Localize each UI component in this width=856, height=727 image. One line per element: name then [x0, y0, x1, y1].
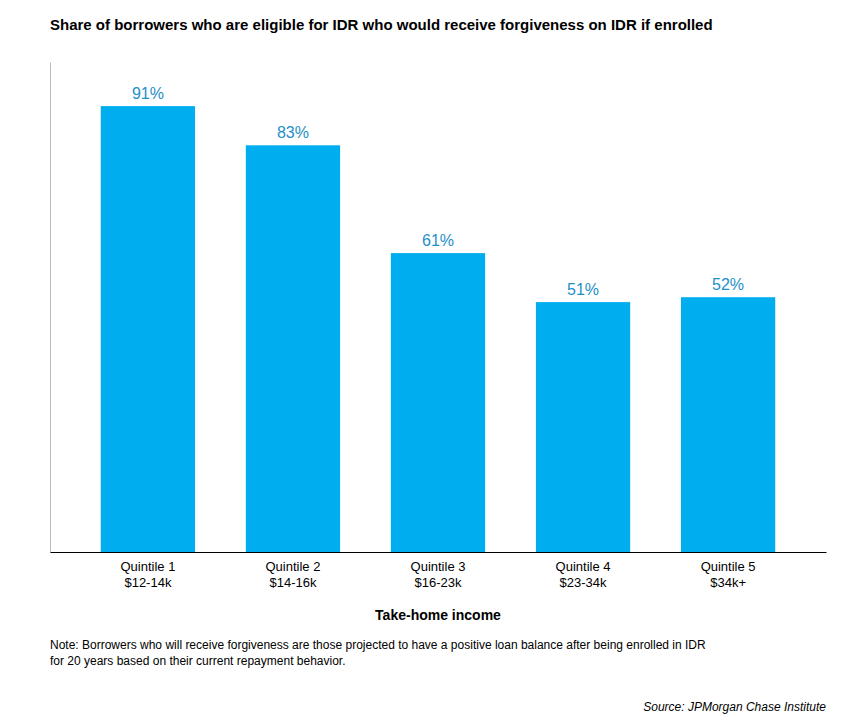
x-tick-label: Quintile 4$23-34k [556, 559, 611, 590]
x-axis: Quintile 1$12-14k Quintile 2$14-16k Quinti… [51, 553, 827, 590]
data-label: 83% [277, 124, 309, 141]
x-tick-label: Quintile 1$12-14k [120, 559, 175, 590]
bar [536, 302, 630, 552]
source: Source: JPMorgan Chase Institute [643, 700, 826, 714]
chart: Share of borrowers who are eligible for … [0, 0, 856, 727]
note: Note: Borrowers who will receive forgive… [50, 638, 706, 668]
x-axis-line [51, 552, 827, 553]
x-tick-label: Quintile 3$16-23k [411, 559, 466, 590]
x-tick: Quintile 3$16-23k [411, 559, 466, 590]
data-labels: 91% 83% 61% 51% 52% [132, 85, 744, 298]
x-axis-title: Take-home income [375, 607, 501, 623]
bars [101, 106, 775, 552]
x-tick-label: Quintile 5$34k+ [701, 559, 756, 590]
data-label: 51% [567, 281, 599, 298]
data-label: 91% [132, 85, 164, 102]
bar [391, 253, 485, 552]
plot: 91%83%61%51%52%Quintile 1$12-14kQuintile… [51, 63, 827, 624]
x-tick: Quintile 5$34k+ [701, 559, 756, 590]
y-axis [50, 63, 51, 553]
bar [246, 145, 340, 552]
data-label: 61% [422, 232, 454, 249]
bar [681, 297, 775, 552]
x-tick: Quintile 2$14-16k [265, 559, 320, 590]
y-axis-line [50, 63, 51, 553]
data-label: 52% [712, 276, 744, 293]
bar [101, 106, 195, 552]
x-tick: Quintile 1$12-14k [120, 559, 175, 590]
title: Share of borrowers who are eligible for … [50, 16, 713, 33]
x-tick-label: Quintile 2$14-16k [265, 559, 320, 590]
x-tick: Quintile 4$23-34k [556, 559, 611, 590]
